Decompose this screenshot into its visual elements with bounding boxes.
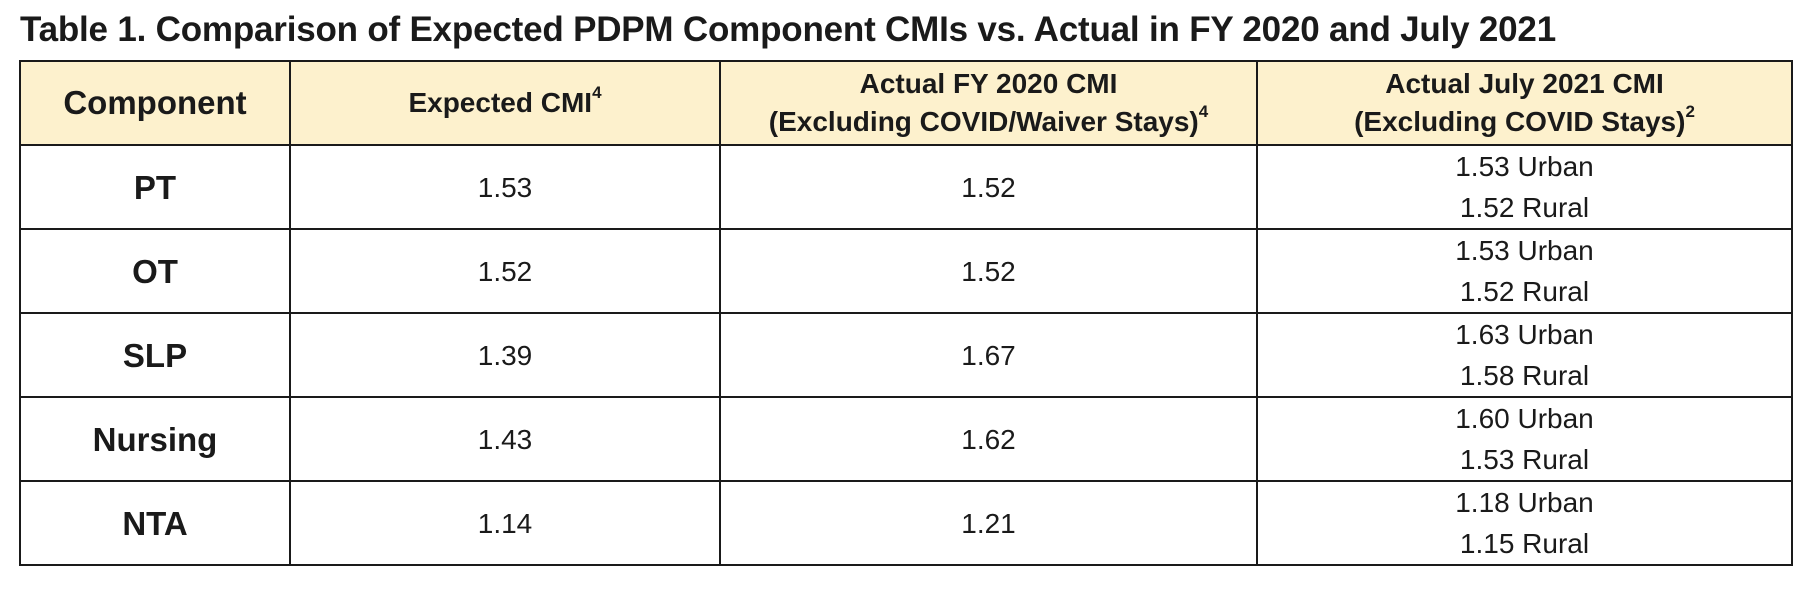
header-fy2020-line2: (Excluding COVID/Waiver Stays)	[768, 106, 1199, 137]
cell-july2021-rural: 1.58 Rural	[1459, 360, 1590, 391]
cell-fy2020-cmi: 1.67	[719, 312, 1258, 398]
cell-july2021-urban: 1.60 Urban	[1455, 403, 1594, 434]
header-expected-cmi-text: Expected CMI	[408, 87, 593, 118]
cell-july2021-urban: 1.63 Urban	[1455, 319, 1594, 350]
cell-expected-cmi: 1.53	[289, 144, 721, 230]
cmi-comparison-table: Component Expected CMI4 Actual FY 2020 C…	[19, 60, 1793, 566]
table-header-row: Component Expected CMI4 Actual FY 2020 C…	[19, 60, 1793, 146]
cell-july2021-urban: 1.53 Urban	[1455, 151, 1594, 182]
cell-fy2020-cmi: 1.52	[719, 144, 1258, 230]
cell-component: OT	[19, 228, 291, 314]
table-row: NTA 1.14 1.21 1.18 Urban 1.15 Rural	[19, 480, 1793, 566]
cell-expected-cmi: 1.39	[289, 312, 721, 398]
cell-expected-cmi: 1.43	[289, 396, 721, 482]
cell-expected-cmi: 1.52	[289, 228, 721, 314]
table-row: PT 1.53 1.52 1.53 Urban 1.52 Rural	[19, 144, 1793, 230]
cell-july2021-urban: 1.18 Urban	[1455, 487, 1594, 518]
cell-fy2020-cmi: 1.52	[719, 228, 1258, 314]
cell-component: PT	[19, 144, 291, 230]
cell-july2021-cmi: 1.63 Urban 1.58 Rural	[1256, 312, 1793, 398]
cell-july2021-cmi: 1.53 Urban 1.52 Rural	[1256, 144, 1793, 230]
cell-july2021-urban: 1.53 Urban	[1455, 235, 1594, 266]
cell-july2021-rural: 1.52 Rural	[1459, 192, 1590, 223]
cell-fy2020-cmi: 1.62	[719, 396, 1258, 482]
cell-july2021-rural: 1.15 Rural	[1459, 528, 1590, 559]
header-fy2020-line1: Actual FY 2020 CMI	[859, 68, 1118, 99]
header-expected-cmi: Expected CMI4	[289, 60, 721, 146]
header-component: Component	[19, 60, 291, 146]
table-row: Nursing 1.43 1.62 1.60 Urban 1.53 Rural	[19, 396, 1793, 482]
footnote-marker: 2	[1685, 101, 1695, 121]
cell-july2021-cmi: 1.53 Urban 1.52 Rural	[1256, 228, 1793, 314]
cell-expected-cmi: 1.14	[289, 480, 721, 566]
table-row: SLP 1.39 1.67 1.63 Urban 1.58 Rural	[19, 312, 1793, 398]
footnote-marker: 4	[1198, 101, 1209, 121]
cell-fy2020-cmi: 1.21	[719, 480, 1258, 566]
table-title: Table 1. Comparison of Expected PDPM Com…	[20, 10, 1556, 49]
cell-component: SLP	[19, 312, 291, 398]
cell-july2021-rural: 1.52 Rural	[1459, 276, 1590, 307]
header-july2021-line2: (Excluding COVID Stays)	[1354, 106, 1686, 137]
footnote-marker: 4	[592, 82, 602, 102]
cell-component: Nursing	[19, 396, 291, 482]
header-july2021-line1: Actual July 2021 CMI	[1385, 68, 1664, 99]
header-actual-july2021-cmi: Actual July 2021 CMI (Excluding COVID St…	[1256, 60, 1793, 146]
table-row: OT 1.52 1.52 1.53 Urban 1.52 Rural	[19, 228, 1793, 314]
cell-july2021-cmi: 1.60 Urban 1.53 Rural	[1256, 396, 1793, 482]
header-actual-fy2020-cmi: Actual FY 2020 CMI (Excluding COVID/Waiv…	[719, 60, 1258, 146]
header-july2021-line2-wrap: (Excluding COVID Stays)2	[1259, 101, 1790, 141]
cell-component: NTA	[19, 480, 291, 566]
cell-july2021-cmi: 1.18 Urban 1.15 Rural	[1256, 480, 1793, 566]
header-fy2020-line2-wrap: (Excluding COVID/Waiver Stays)4	[722, 101, 1255, 141]
cell-july2021-rural: 1.53 Rural	[1459, 444, 1590, 475]
